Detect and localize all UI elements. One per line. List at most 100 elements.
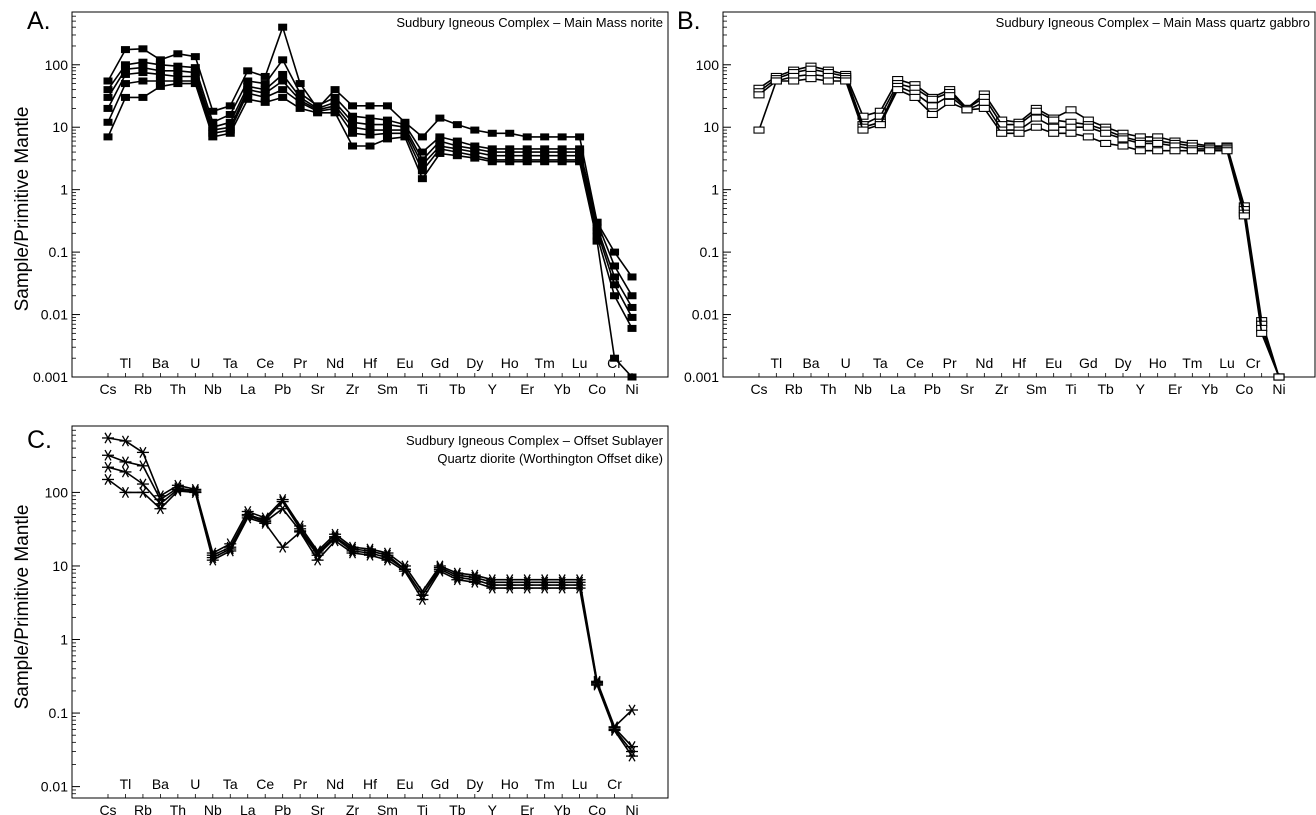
panel-a-data-point-tm <box>540 148 550 156</box>
panel-a-data-point-hf <box>365 102 375 110</box>
panel-c-data-point-cs <box>102 473 114 486</box>
panel-a-data-point-ce <box>260 93 270 101</box>
panel-a-series-6 <box>103 80 637 381</box>
panel-a-data-point-u <box>190 64 200 72</box>
panel-b-series-line <box>758 68 1280 378</box>
panel-a-y-axis-label: Sample/Primitive Mantle <box>12 107 33 312</box>
panel-a-x-tick-label-ba: Ba <box>152 355 169 371</box>
panel-b-data-point-dy <box>1117 135 1129 143</box>
panel-a-data-point-hf <box>365 142 375 150</box>
panel-c-data-point-pb <box>276 503 289 515</box>
panel-a-data-point-yb <box>557 148 567 156</box>
panel-b-y-tick-label: 1 <box>711 182 719 198</box>
panel-a-data-point-th <box>173 72 183 80</box>
panel-a-series-3 <box>103 64 637 311</box>
panel-a-data-point-ti <box>417 133 427 141</box>
panel-a-x-tick-label-tb: Tb <box>449 381 466 397</box>
panel-b-x-tick-label-ba: Ba <box>802 355 819 371</box>
panel-a-data-point-cr <box>610 248 620 256</box>
panel-a-data-point-ba <box>155 77 165 85</box>
panel-a-data-point-rb <box>138 58 148 66</box>
panel-a-data-point-ni <box>627 373 637 381</box>
panel-c-data-point-cs <box>102 449 114 461</box>
panel-c-x-tick-label-eu: Eu <box>396 776 413 792</box>
panel-c-data-point-nd <box>329 535 342 547</box>
panel-b-data-point-tb <box>1100 129 1112 137</box>
panel-a-data-point-eu <box>400 133 410 141</box>
panel-a-data-point-ni <box>627 303 637 311</box>
panel-a-data-point-y <box>487 148 497 156</box>
panel-a-data-point-rb <box>138 77 148 85</box>
panel-b-data-point-eu <box>1048 116 1060 124</box>
panel-a-data-point-sm <box>382 129 392 137</box>
panel-b-data-point-pb <box>926 102 938 110</box>
panel-b-x-tick-label-er: Er <box>1168 381 1182 397</box>
panel-c-title-line-2: Quartz diorite (Worthington Offset dike) <box>437 451 663 466</box>
panel-b-y-tick-label: 10 <box>703 119 719 135</box>
panel-b-x-tick-label-pb: Pb <box>924 381 941 397</box>
panel-a-data-point-cr <box>610 354 620 362</box>
panel-c-data-point-tm <box>538 574 551 586</box>
panel-a-x-tick-label-tl: Tl <box>120 355 132 371</box>
panel-a-data-point-la <box>243 77 253 85</box>
panel-c-x-tick-label-th: Th <box>170 802 186 815</box>
panel-b-x-tick-label-pr: Pr <box>943 355 957 371</box>
panel-b-data-point-tm <box>1186 147 1198 155</box>
panel-a-data-point-tm <box>540 133 550 141</box>
panel-a-data-point-ce <box>260 80 270 88</box>
panel-a-data-point-u <box>190 69 200 77</box>
panel-c-x-tick-label-nd: Nd <box>326 776 344 792</box>
panel-b-data-point-y <box>1134 147 1146 155</box>
panel-a-data-point-ni <box>627 324 637 332</box>
panel-b-data-point-cs <box>753 126 765 134</box>
panel-b-label: B. <box>677 7 701 35</box>
panel-a-series-1 <box>103 23 637 281</box>
panel-a-data-point-y <box>487 158 497 166</box>
panel-c-x-tick-label-er: Er <box>520 802 534 815</box>
panel-c-y-tick-label: 10 <box>52 558 68 574</box>
panel-b-data-point-ho <box>1152 147 1164 155</box>
panel-b-x-tick-label-nb: Nb <box>854 381 872 397</box>
panel-a-data-point-yb <box>557 152 567 160</box>
panel-c-x-tick-label-zr: Zr <box>346 802 360 815</box>
panel-b-data-point-eu <box>1048 123 1060 131</box>
panel-a-data-point-gd <box>435 114 445 122</box>
panel-a-data-point-ti <box>417 148 427 156</box>
panel-c-x-tick-label-u: U <box>190 776 200 792</box>
panel-a-y-tick-label: 0.001 <box>33 369 68 385</box>
panel-a-x-tick-label-dy: Dy <box>466 355 483 371</box>
panel-c-data-point-dy <box>468 576 481 588</box>
panel-a-data-point-co <box>592 232 602 240</box>
panel-a-x-tick-label-th: Th <box>170 381 186 397</box>
panel-a-x-tick-label-yb: Yb <box>554 381 571 397</box>
panel-b-data-point-la <box>892 86 904 94</box>
panel-a-data-point-dy <box>470 148 480 156</box>
panel-c-series-2 <box>102 449 638 753</box>
panel-a-data-point-la <box>243 95 253 103</box>
panel-c-data-point-rb <box>136 446 149 458</box>
panel-a-data-point-tb <box>452 121 462 129</box>
panel-a-ticks: 0.001 0.01 0.1 1 10 100 CsTlRbBaThUNbTaLaCePbP… <box>33 11 639 397</box>
panel-b-data-point-pb <box>926 95 938 103</box>
panel-b-data-point-ba <box>805 75 817 83</box>
panel-b-data-point-sm <box>1030 114 1042 122</box>
panel-a-data-point-cr <box>610 292 620 300</box>
panel-c-series <box>102 432 638 762</box>
panel-a-x-tick-label-hf: Hf <box>363 355 377 371</box>
panel-c-x-tick-label-lu: Lu <box>572 776 588 792</box>
panel-a-x-tick-label-sr: Sr <box>311 381 325 397</box>
panel-c-series-4 <box>102 473 638 762</box>
panel-a-data-point-ba <box>155 67 165 75</box>
panel-c-series-line <box>107 454 633 748</box>
panel-b-x-tick-label-eu: Eu <box>1045 355 1062 371</box>
panel-a-data-point-zr <box>348 123 358 131</box>
panel-a-data-point-nd <box>330 109 340 117</box>
panel-b-data-point-th <box>822 77 834 85</box>
panel-c: C. Sudbury Igneous Complex – Offset Subl… <box>12 425 669 815</box>
panel-a-data-point-la <box>243 86 253 94</box>
panel-a-data-point-yb <box>557 158 567 166</box>
panel-b-data-point-tb <box>1100 139 1112 147</box>
panel-b-x-tick-label-rb: Rb <box>785 381 803 397</box>
panel-c-data-point-er <box>521 574 534 586</box>
